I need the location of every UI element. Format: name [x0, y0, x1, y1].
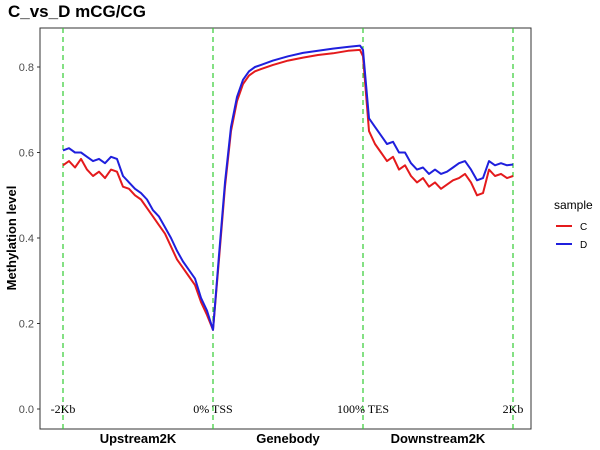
- plot-area: 0.0 0.2 0.4 0.6 0.8 -2Kb 0% TSS 100% TES 2Kb Upst…: [19, 27, 532, 446]
- chart-title: C_vs_D mCG/CG: [8, 2, 146, 21]
- series-line-C: [62, 48, 514, 331]
- y-tick-label: 0.6: [19, 148, 34, 160]
- legend-title: sample: [554, 198, 593, 212]
- region-label: Genebody: [256, 431, 320, 446]
- plot-border: [39, 27, 532, 430]
- position-annotation: 100% TES: [337, 402, 389, 416]
- region-label: Downstream2K: [391, 431, 486, 446]
- y-tick-label: 0.4: [19, 233, 34, 245]
- position-annotation: 2Kb: [503, 402, 524, 416]
- legend-label-C: C: [580, 222, 587, 233]
- region-label: Upstream2K: [100, 431, 177, 446]
- y-tick-label: 0.2: [19, 319, 34, 331]
- y-axis-label: Methylation level: [4, 186, 19, 291]
- legend: sample CD: [554, 198, 593, 251]
- position-annotation: -2Kb: [51, 402, 76, 416]
- y-tick-label: 0.8: [19, 62, 34, 74]
- y-tick-label: 0.0: [19, 404, 34, 416]
- series-line-D: [62, 44, 514, 331]
- position-annotation: 0% TSS: [193, 402, 232, 416]
- legend-label-D: D: [580, 240, 587, 251]
